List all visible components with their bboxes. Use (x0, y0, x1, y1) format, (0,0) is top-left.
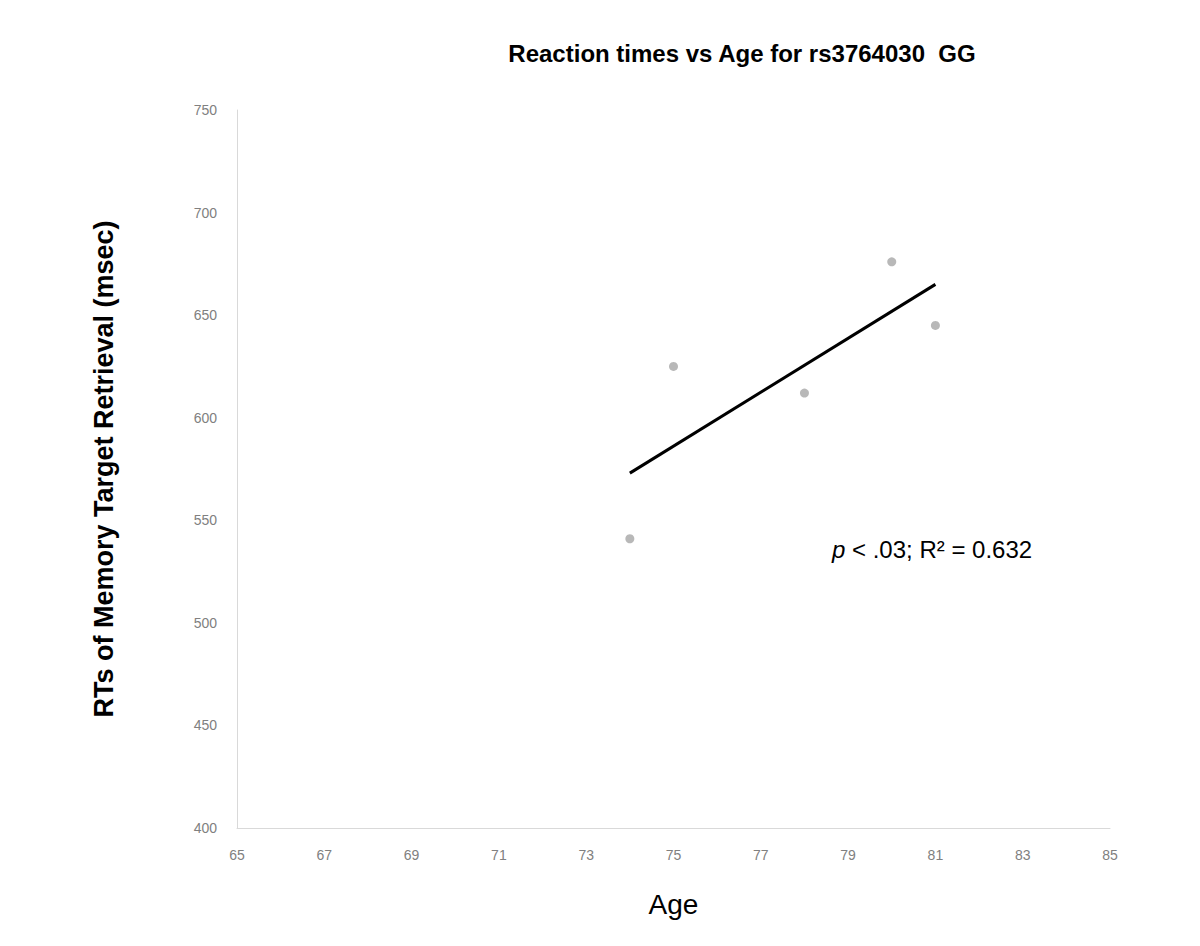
svg-text:73: 73 (578, 847, 594, 863)
svg-text:550: 550 (194, 512, 218, 528)
svg-text:750: 750 (194, 102, 218, 118)
svg-text:85: 85 (1102, 847, 1118, 863)
svg-text:600: 600 (194, 410, 218, 426)
svg-text:65: 65 (229, 847, 245, 863)
svg-text:< .03; R² = 0.632: < .03; R² = 0.632 (845, 536, 1032, 563)
svg-text:83: 83 (1015, 847, 1031, 863)
svg-text:700: 700 (194, 205, 218, 221)
svg-text:Reaction times vs Age for rs37: Reaction times vs Age for rs3764030 GG (508, 40, 975, 67)
svg-text:71: 71 (491, 847, 507, 863)
svg-text:79: 79 (840, 847, 856, 863)
svg-text:77: 77 (753, 847, 769, 863)
svg-text:p: p (831, 536, 845, 563)
svg-text:500: 500 (194, 615, 218, 631)
svg-text:Age: Age (649, 889, 699, 920)
svg-text:67: 67 (317, 847, 333, 863)
svg-text:RTs of Memory Target Retrieval: RTs of Memory Target Retrieval (msec) (89, 220, 119, 717)
svg-text:400: 400 (194, 820, 218, 836)
svg-text:450: 450 (194, 717, 218, 733)
svg-text:69: 69 (404, 847, 420, 863)
svg-text:650: 650 (194, 307, 218, 323)
svg-text:81: 81 (928, 847, 944, 863)
svg-text:75: 75 (666, 847, 682, 863)
